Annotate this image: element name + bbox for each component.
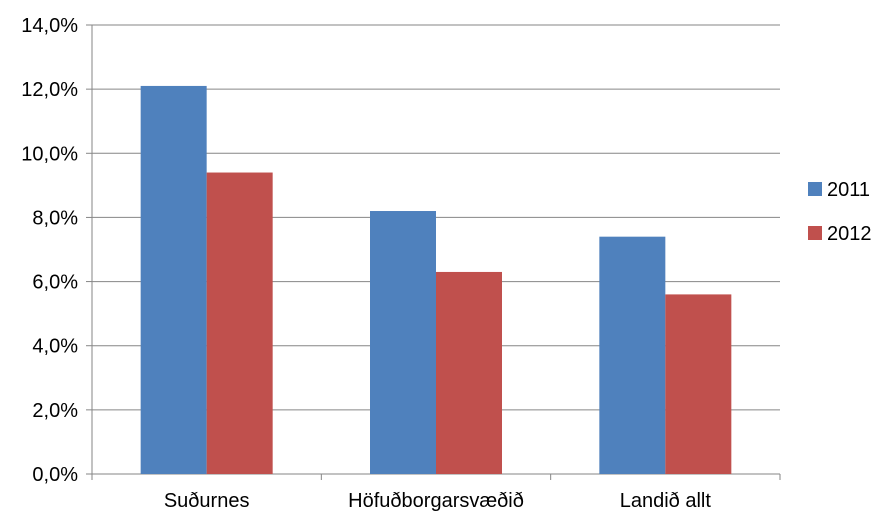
- y-tick-label: 14,0%: [21, 15, 78, 37]
- legend-label-2011: 2011: [827, 179, 870, 201]
- legend-label-2012: 2012: [827, 223, 872, 245]
- bar-2011-2: [599, 236, 666, 474]
- bar-2011-1: [370, 211, 436, 474]
- bar-2011-0: [140, 85, 207, 474]
- bars: [140, 85, 732, 474]
- bar-2012-2: [665, 294, 732, 474]
- x-category-label: Höfuðborgarsvæðið: [348, 490, 524, 512]
- legend-swatch-2012: [808, 226, 822, 240]
- legend-swatch-2011: [808, 182, 822, 196]
- y-tick-label: 2,0%: [32, 400, 78, 422]
- y-tick-label: 4,0%: [32, 336, 78, 358]
- y-axis-tick-labels: 0,0% 2,0% 4,0% 6,0% 8,0% 10,0% 12,0% 14,0%: [21, 15, 78, 486]
- y-tick-label: 0,0%: [32, 464, 78, 486]
- y-tick-label: 10,0%: [21, 143, 78, 165]
- x-axis-category-labels: Suðurnes Höfuðborgarsvæðið Landið allt: [164, 490, 712, 512]
- bar-2012-0: [206, 172, 273, 474]
- x-category-label: Landið allt: [620, 490, 712, 512]
- legend: 2011 2012: [808, 179, 872, 245]
- bar-2012-1: [436, 271, 502, 474]
- y-tick-label: 12,0%: [21, 79, 78, 101]
- x-category-label: Suðurnes: [164, 490, 250, 512]
- y-tick-label: 8,0%: [32, 207, 78, 229]
- y-tick-label: 6,0%: [32, 272, 78, 294]
